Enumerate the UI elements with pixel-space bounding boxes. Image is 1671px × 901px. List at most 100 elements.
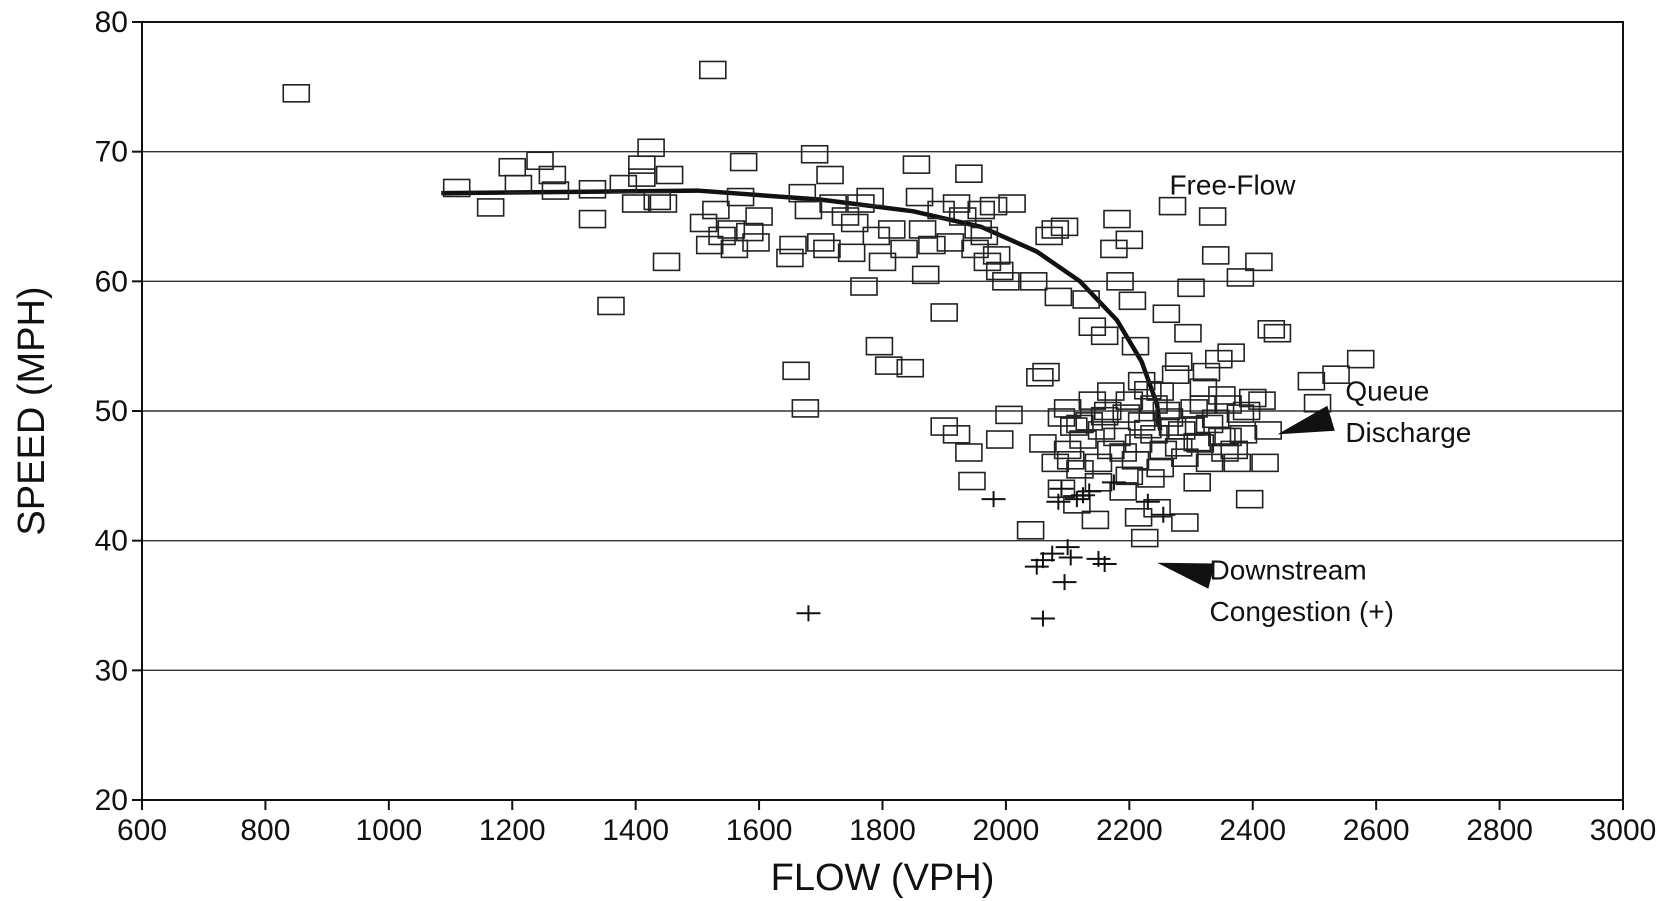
square-point-32	[776, 248, 804, 268]
plus-point-3	[1030, 552, 1055, 569]
x-tick-label-1000: 1000	[355, 814, 422, 847]
square-point-150	[1232, 401, 1261, 421]
plus-point-8	[1052, 574, 1077, 591]
square-point-11	[597, 296, 625, 316]
square-point-183	[1146, 458, 1174, 478]
square-point-177	[1226, 404, 1255, 423]
square-point-44	[837, 243, 866, 263]
square-point-70	[970, 226, 999, 246]
square-point-187	[1195, 453, 1224, 473]
square-point-34	[782, 361, 810, 381]
square-point-53	[877, 220, 906, 239]
square-point-112	[1115, 230, 1144, 250]
square-point-96	[1066, 460, 1094, 479]
square-point-109	[1106, 272, 1134, 291]
square-point-23	[702, 200, 730, 220]
square-point-134	[1183, 473, 1212, 492]
square-point-104	[1090, 326, 1119, 346]
square-point-31	[745, 207, 773, 226]
square-point-36	[791, 399, 820, 418]
square-point-74	[985, 261, 1014, 281]
x-tick-label-1600: 1600	[726, 814, 793, 847]
square-point-83	[1016, 520, 1045, 540]
square-point-157	[1257, 320, 1286, 339]
square-point-167	[1103, 427, 1131, 447]
square-point-3	[476, 198, 505, 217]
square-point-85	[1026, 367, 1054, 387]
square-point-25	[717, 220, 746, 239]
square-point-81	[995, 405, 1023, 425]
square-point-188	[1208, 386, 1236, 405]
square-point-20	[628, 155, 656, 174]
annotation-1: Queue	[1345, 376, 1429, 407]
x-tick-label-800: 800	[240, 814, 290, 847]
square-point-13	[621, 194, 650, 213]
square-point-79	[958, 471, 986, 491]
square-point-105	[1093, 401, 1122, 421]
square-point-1	[699, 60, 727, 80]
square-point-37	[794, 200, 823, 220]
square-point-190	[1041, 453, 1070, 473]
plus-point-9	[1055, 539, 1080, 556]
free-flow-curve	[441, 188, 1163, 431]
square-point-56	[902, 155, 931, 174]
square-point-26	[720, 239, 749, 259]
gridlines	[142, 150, 1623, 672]
x-axis-ticks: 600 800 1000 1200 1400 1600 1800 2000 2200 2400 26…	[117, 800, 1656, 847]
square-point-101	[1081, 510, 1110, 530]
arrow-head-0	[1277, 405, 1335, 435]
square-point-189	[1029, 434, 1057, 453]
square-point-29	[736, 222, 764, 242]
square-point-54	[890, 239, 918, 259]
square-point-126	[1158, 196, 1187, 216]
x-tick-label-2400: 2400	[1219, 814, 1286, 847]
y-tick-label-40: 40	[95, 525, 128, 558]
square-point-14	[628, 168, 656, 187]
square-point-33	[779, 235, 807, 255]
square-point-65	[948, 207, 977, 226]
square-point-124	[1152, 304, 1181, 324]
square-point-8	[541, 181, 570, 200]
square-point-175	[1201, 409, 1230, 429]
square-point-162	[1346, 349, 1375, 369]
square-point-88	[1041, 220, 1070, 239]
square-point-51	[868, 252, 897, 272]
square-point-158	[1263, 323, 1292, 343]
square-point-61	[927, 200, 955, 220]
plus-point-0	[796, 605, 821, 622]
square-point-149	[1229, 425, 1258, 444]
square-point-49	[862, 226, 891, 246]
plus-point-15	[1092, 556, 1117, 573]
square-point-43	[831, 207, 860, 226]
x-tick-label-1800: 1800	[849, 814, 916, 847]
square-point-159	[1297, 371, 1326, 391]
arrow-head-1	[1157, 562, 1215, 589]
square-point-57	[905, 187, 934, 207]
square-point-62	[930, 303, 959, 322]
square-point-15	[637, 138, 665, 158]
y-axis-title: SPEED (MPH)	[11, 286, 53, 535]
x-tick-label-1200: 1200	[479, 814, 546, 847]
square-point-72	[979, 196, 1008, 216]
plus-point-1	[981, 491, 1006, 508]
annotation-4: Congestion (+)	[1210, 596, 1394, 627]
square-point-171	[1152, 401, 1181, 421]
annotations: Free-Flow Queue Discharge Downstream Congest…	[1169, 169, 1471, 627]
square-point-147	[1223, 453, 1252, 473]
fitted-curve	[441, 188, 1163, 431]
annotation-0: Free-Flow	[1169, 169, 1296, 200]
square-point-192	[1115, 466, 1144, 486]
square-point-28	[729, 152, 758, 172]
square-point-5	[504, 174, 533, 194]
square-point-133	[1180, 399, 1208, 418]
plus-point-10	[1058, 549, 1083, 566]
square-point-59	[911, 265, 940, 285]
y-tick-label-50: 50	[95, 395, 128, 428]
square-point-68	[964, 220, 992, 239]
x-tick-label-600: 600	[117, 814, 167, 847]
square-point-80	[985, 430, 1014, 449]
x-axis-title: FLOW (VPH)	[771, 857, 995, 899]
square-point-119	[1137, 469, 1165, 488]
square-point-146	[1220, 440, 1249, 460]
plus-point-17	[1135, 493, 1160, 510]
